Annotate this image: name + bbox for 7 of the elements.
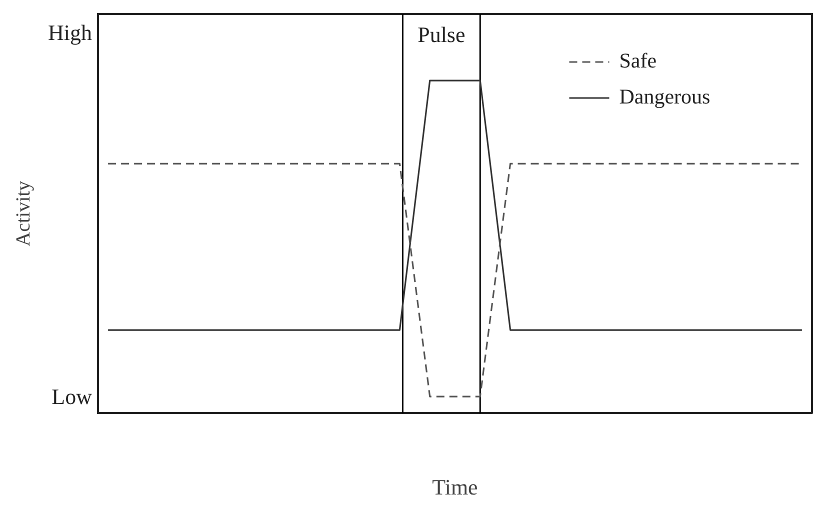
legend-label: Safe [619, 48, 657, 73]
text: High [48, 20, 92, 45]
legend-label: Dangerous [619, 84, 710, 109]
y-axis-title: Activity [12, 180, 34, 246]
text: Low [52, 384, 92, 409]
x-axis-title: Time [432, 474, 478, 500]
text: Pulse [418, 22, 466, 47]
